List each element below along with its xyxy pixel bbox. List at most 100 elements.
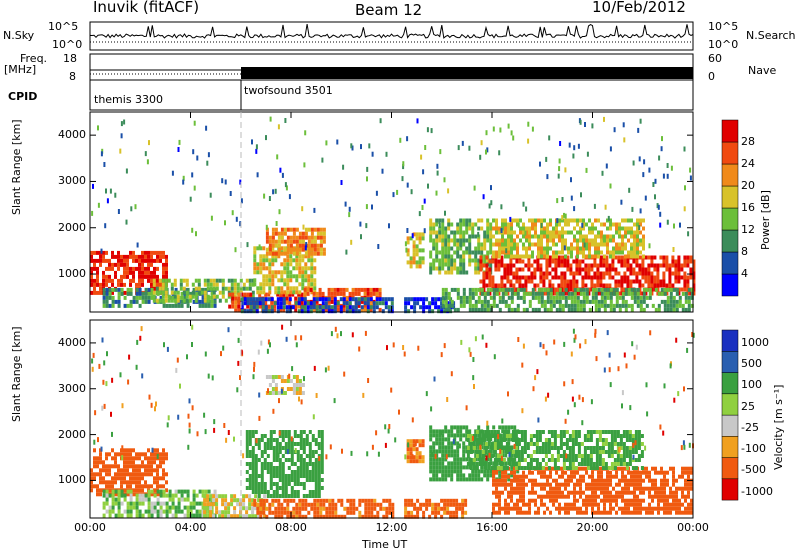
heatmap-cell-vel-cells-0	[126, 472, 129, 477]
heatmap-cell-vel-cells-8	[687, 470, 690, 475]
heatmap-cell-power-cells-12	[585, 291, 589, 296]
heatmap-cell-vel-cells-7	[435, 429, 439, 434]
heatmap-cell-power-cells-7	[384, 305, 388, 310]
heatmap-cell-vel-cells-2	[203, 494, 207, 499]
heatmap-cell-vel-cells-3	[251, 478, 255, 482]
heatmap-cell-power-cells-8	[413, 301, 417, 306]
heatmap-cell-power-cells-0	[138, 278, 141, 283]
heatmap-cell-power-cells-11	[518, 259, 522, 264]
heatmap-cell-power-cells-5	[313, 235, 317, 240]
heatmap-cell-vel-cells-3	[302, 446, 306, 450]
heatmap-cell-power-cells-0	[165, 270, 168, 275]
heatmap-cell-power-cells-11	[590, 283, 594, 288]
heatmap-cell-power-cells-0	[120, 258, 123, 263]
heatmap-cell-vel-cells-8	[681, 466, 684, 471]
heatmap-cell-vel-cells-2	[215, 502, 219, 507]
heatmap-cell-power-cells-13	[519, 230, 522, 235]
heatmap-cell-vel-cells-8	[609, 474, 612, 479]
sparse-echo-power-cells	[406, 136, 409, 142]
heatmap-cell-power-cells-13	[519, 218, 522, 223]
heatmap-cell-power-cells-10	[483, 242, 487, 247]
heatmap-cell-power-cells-11	[608, 267, 612, 272]
heatmap-cell-power-cells-5	[277, 235, 281, 240]
heatmap-cell-power-cells-12	[579, 291, 583, 296]
heatmap-cell-vel-cells-1	[165, 505, 169, 510]
heatmap-cell-power-cells-11	[683, 259, 687, 264]
heatmap-cell-vel-cells-4	[379, 506, 383, 511]
heatmap-cell-power-cells-12	[615, 295, 619, 300]
heatmap-cell-power-cells-12	[684, 307, 688, 312]
heatmap-cell-power-cells-0	[105, 282, 108, 287]
heatmap-cell-power-cells-13	[558, 238, 561, 243]
heatmap-cell-power-cells-12	[678, 299, 682, 304]
heatmap-cell-power-cells-1	[117, 291, 121, 296]
heatmap-cell-power-cells-12	[489, 303, 493, 308]
heatmap-cell-vel-cells-8	[585, 494, 588, 499]
heatmap-cell-vel-cells-7	[486, 477, 490, 482]
sparse-echo-power-cells	[239, 221, 242, 227]
heatmap-cell-power-cells-13	[600, 238, 603, 243]
heatmap-cell-vel-cells-3	[281, 482, 285, 486]
heatmap-cell-vel-cells-8	[573, 506, 576, 511]
heatmap-cell-power-cells-13	[492, 218, 495, 223]
heatmap-cell-power-cells-12	[570, 299, 574, 304]
heatmap-cell-power-cells-13	[552, 226, 555, 231]
heatmap-cell-vel-cells-7	[483, 441, 487, 446]
heatmap-cell-power-cells-1	[129, 291, 133, 296]
heatmap-cell-vel-cells-8	[543, 502, 546, 507]
heatmap-cell-power-cells-13	[555, 254, 558, 259]
heatmap-cell-vel-cells-3	[278, 494, 282, 498]
heatmap-cell-power-cells-11	[650, 259, 654, 264]
sparse-echo-power-cells	[684, 185, 686, 191]
heatmap-cell-vel-cells-0	[141, 464, 144, 469]
heatmap-cell-vel-cells-3	[272, 458, 276, 462]
heatmap-cell-power-cells-13	[588, 254, 591, 259]
heatmap-cell-power-cells-11	[596, 279, 600, 284]
heatmap-cell-vel-cells-0	[138, 480, 141, 485]
heatmap-cell-power-cells-12	[687, 303, 691, 308]
heatmap-cell-vel-cells-0	[129, 456, 132, 461]
heatmap-cell-power-cells-12	[480, 303, 484, 308]
heatmap-cell-power-cells-12	[636, 299, 640, 304]
heatmap-cell-vel-cells-7	[504, 461, 508, 466]
heatmap-cell-vel-cells-0	[123, 472, 126, 477]
heatmap-cell-vel-cells-3	[260, 486, 264, 490]
heatmap-cell-power-cells-12	[501, 291, 505, 296]
heatmap-cell-vel-cells-2	[215, 506, 219, 511]
heatmap-cell-power-cells-4	[268, 282, 272, 287]
heatmap-cell-power-cells-13	[630, 218, 633, 223]
heatmap-cell-power-cells-10	[438, 250, 442, 255]
heatmap-cell-power-cells-13	[510, 238, 513, 243]
heatmap-cell-vel-cells-6	[409, 439, 413, 444]
heatmap-cell-vel-cells-4	[367, 502, 371, 507]
heatmap-cell-vel-cells-4	[337, 498, 341, 503]
heatmap-cell-power-cells-13	[537, 254, 540, 259]
heatmap-cell-power-cells-10	[432, 222, 436, 227]
heatmap-cell-vel-cells-8	[585, 466, 588, 471]
heatmap-cell-vel-cells-3	[305, 434, 309, 438]
heatmap-cell-vel-cells-3	[290, 474, 294, 478]
heatmap-cell-vel-cells-3	[308, 462, 312, 466]
heatmap-cell-power-cells-13	[576, 218, 579, 223]
heatmap-cell-vel-cells-7	[456, 473, 460, 478]
heatmap-cell-power-cells-12	[579, 287, 583, 292]
heatmap-cell-power-cells-5	[301, 243, 305, 248]
heatmap-cell-vel-cells-9	[461, 510, 465, 515]
heatmap-cell-vel-cells-3	[302, 438, 306, 442]
heatmap-cell-power-cells-13	[540, 254, 543, 259]
heatmap-cell-vel-cells-1	[141, 501, 145, 506]
heatmap-cell-vel-cells-4	[277, 498, 281, 503]
heatmap-cell-vel-cells-8	[498, 506, 501, 511]
sparse-echo-power-cells	[321, 157, 324, 163]
heatmap-cell-power-cells-12	[675, 287, 679, 292]
heatmap-cell-power-cells-4	[253, 282, 257, 287]
heatmap-cell-power-cells-6	[369, 307, 373, 312]
heatmap-cell-power-cells-13	[546, 246, 549, 251]
heatmap-cell-vel-cells-3	[320, 446, 324, 450]
heatmap-cell-power-cells-4	[283, 266, 287, 271]
heatmap-cell-power-cells-6	[333, 291, 337, 296]
heatmap-cell-power-cells-13	[543, 254, 546, 259]
heatmap-cell-power-cells-12	[576, 295, 580, 300]
heatmap-cell-power-cells-11	[485, 271, 489, 276]
heatmap-cell-power-cells-11	[494, 267, 498, 272]
